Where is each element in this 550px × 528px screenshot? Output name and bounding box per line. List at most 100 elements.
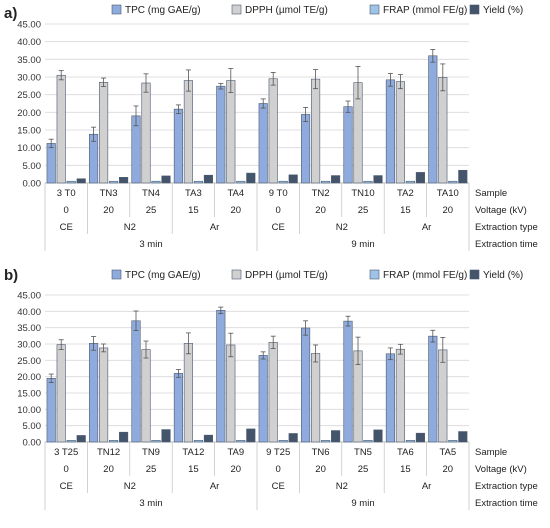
y-tick-label: 45.00 xyxy=(17,291,41,302)
bar xyxy=(311,78,321,184)
x-tick-label: TA3 xyxy=(185,188,202,199)
voltage-value: 15 xyxy=(188,464,199,475)
table-row-label: Sample xyxy=(475,188,507,199)
y-tick-label: 35.00 xyxy=(17,55,41,66)
x-tick-label: TN5 xyxy=(354,447,372,458)
y-tick-label: 10.00 xyxy=(17,143,41,154)
bar xyxy=(343,106,353,184)
legend-swatch xyxy=(111,4,122,15)
x-tick-label: TA12 xyxy=(182,447,204,458)
voltage-value: 20 xyxy=(103,205,114,216)
bar xyxy=(226,80,236,184)
x-tick-label: 3 T0 xyxy=(57,188,76,199)
bar xyxy=(76,178,86,184)
x-tick-label: TA2 xyxy=(397,188,414,199)
legend-swatch xyxy=(369,269,380,280)
voltage-value: 20 xyxy=(443,205,454,216)
bar xyxy=(458,431,468,443)
gridlines: 0.00 5.00 10.00 15.00 20.00 25.00 30.00 35.00 40… xyxy=(17,20,469,190)
legend-entry: DPPH (µmol TE/g) xyxy=(245,270,328,281)
y-tick-label: 25.00 xyxy=(17,356,41,367)
extraction-type: Ar xyxy=(210,222,220,233)
voltage-value: 0 xyxy=(64,464,69,475)
bar xyxy=(109,180,119,184)
bar xyxy=(458,169,468,184)
x-tick-label: TN2 xyxy=(312,188,330,199)
legend-swatch xyxy=(469,4,480,15)
y-tick-label: 5.00 xyxy=(23,421,42,432)
voltage-value: 0 xyxy=(276,205,281,216)
bar xyxy=(395,81,405,184)
extraction-time: 9 min xyxy=(351,498,374,509)
extraction-type: CE xyxy=(272,222,285,233)
bar xyxy=(109,440,119,443)
voltage-value: 20 xyxy=(443,464,454,475)
table-row-label: Extraction time xyxy=(475,498,538,509)
y-tick-label: 15.00 xyxy=(17,126,41,137)
voltage-value: 25 xyxy=(146,464,157,475)
bars xyxy=(46,49,468,184)
bar xyxy=(216,310,226,443)
extraction-type: CE xyxy=(60,222,73,233)
x-tick-label: TN6 xyxy=(312,447,330,458)
legend-swatch xyxy=(469,269,480,280)
bar xyxy=(448,440,458,443)
y-tick-label: 5.00 xyxy=(23,161,42,172)
bar xyxy=(183,343,193,443)
bar xyxy=(428,55,438,184)
bar xyxy=(151,440,161,443)
y-tick-label: 45.00 xyxy=(17,20,41,31)
category-table: 3 T0 TN3 TN4 TA3 TA4 9 T0 TN2 TN10 TA2 TA10 0 20 25 1… xyxy=(44,183,538,251)
bar xyxy=(119,431,129,443)
legend-swatch xyxy=(231,4,242,15)
bar xyxy=(141,82,151,184)
legend-swatch xyxy=(111,269,122,280)
bar xyxy=(258,103,268,184)
x-tick-label: TA5 xyxy=(439,447,456,458)
bar xyxy=(246,428,256,443)
panel-label: a) xyxy=(4,5,17,22)
x-tick-label: TN10 xyxy=(351,188,374,199)
legend-entry: Yield (%) xyxy=(483,270,523,281)
bar xyxy=(428,335,438,443)
bar xyxy=(226,344,236,443)
extraction-type: CE xyxy=(272,481,285,492)
bar xyxy=(246,172,256,184)
bar xyxy=(438,349,448,443)
bar xyxy=(193,180,203,184)
voltage-value: 0 xyxy=(276,464,281,475)
y-tick-label: 30.00 xyxy=(17,340,41,351)
extraction-time: 9 min xyxy=(351,239,374,250)
legend-entry: TPC (mg GAE/g) xyxy=(125,270,201,281)
y-tick-label: 25.00 xyxy=(17,90,41,101)
bar xyxy=(141,349,151,443)
bar xyxy=(203,174,213,184)
bar xyxy=(131,320,141,443)
panel-label: b) xyxy=(4,267,18,284)
table-row-label: Sample xyxy=(475,447,507,458)
y-tick-label: 0.00 xyxy=(23,438,42,449)
x-tick-label: TA10 xyxy=(437,188,459,199)
bar xyxy=(99,347,109,443)
bar xyxy=(415,172,425,184)
legend-swatch xyxy=(369,4,380,15)
y-tick-label: 40.00 xyxy=(17,307,41,318)
x-tick-label: TN9 xyxy=(142,447,160,458)
bar xyxy=(405,180,415,184)
y-tick-label: 20.00 xyxy=(17,372,41,383)
bar xyxy=(415,432,425,443)
legend-entry: FRAP (mmol FE/g) xyxy=(383,5,467,16)
y-tick-label: 20.00 xyxy=(17,108,41,119)
bar xyxy=(311,353,321,443)
extraction-type: CE xyxy=(60,481,73,492)
bar xyxy=(321,440,331,443)
chart-panel-b: b) TPC (mg GAE/g) DPPH (µmol TE/g) FRAP (mm… xyxy=(4,267,538,510)
bar xyxy=(385,79,395,184)
voltage-value: 20 xyxy=(231,205,242,216)
x-tick-label: 9 T25 xyxy=(266,447,290,458)
bar xyxy=(373,429,383,443)
bar xyxy=(278,440,288,443)
bar xyxy=(288,433,298,443)
bar xyxy=(183,80,193,184)
